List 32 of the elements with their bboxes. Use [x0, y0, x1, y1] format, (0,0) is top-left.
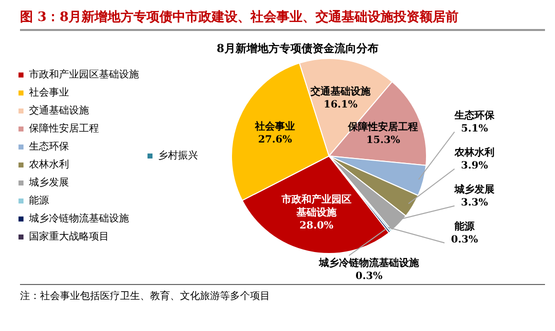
data-label: 3.3%: [461, 197, 488, 208]
data-label: 5.1%: [461, 123, 488, 134]
legend-label: 农林水利: [29, 158, 69, 171]
legend-label: 交通基础设施: [29, 104, 89, 117]
slice-label: 生态环保: [454, 109, 496, 122]
legend-label: 生态环保: [29, 140, 69, 153]
data-label: 0.3%: [451, 234, 478, 246]
data-label: 15.3%: [366, 135, 401, 146]
slice-label: 农林水利: [454, 146, 494, 158]
legend-label: 市政和产业园区基础设施: [29, 68, 139, 81]
data-label: 0.3%: [356, 271, 383, 282]
text: 注：社会事业包括医疗卫生、教育、文化旅游等多个项目: [20, 290, 271, 303]
slice-label: 城乡发展: [454, 183, 494, 196]
data-label: 16.1%: [324, 100, 358, 111]
legend-label: 保障性安居工程: [29, 122, 99, 135]
slice-label: 保障性安居工程: [347, 121, 418, 134]
legend-label: 城乡冷链物流基础设施: [28, 212, 129, 225]
slice-label: 交通基础设施: [310, 86, 372, 98]
slice-label: 市政和产业园区基础设施: [280, 194, 352, 219]
chart-title: 图 3：8月新增地方专项债中市政建设、社会事业、交通基础设施投资额居前: [20, 0, 545, 31]
slice-label: 城乡冷链物流基础设施: [318, 257, 420, 270]
data-label: 28.0%: [299, 220, 334, 232]
data-label: 27.6%: [258, 134, 292, 146]
legend-label: 社会事业: [29, 86, 69, 99]
legend-label: 乡村振兴: [158, 150, 198, 162]
data-label: 3.9%: [461, 160, 488, 172]
legend-label: 国家重大战略项目: [29, 230, 109, 243]
chart-subtitle: 8月新增地方专项债资金流向分布: [216, 41, 380, 56]
slice-label: 能源: [454, 220, 476, 232]
slice-label: 社会事业: [254, 120, 296, 133]
legend-label: 能源: [29, 194, 49, 207]
legend-label: 城乡发展: [28, 176, 69, 189]
